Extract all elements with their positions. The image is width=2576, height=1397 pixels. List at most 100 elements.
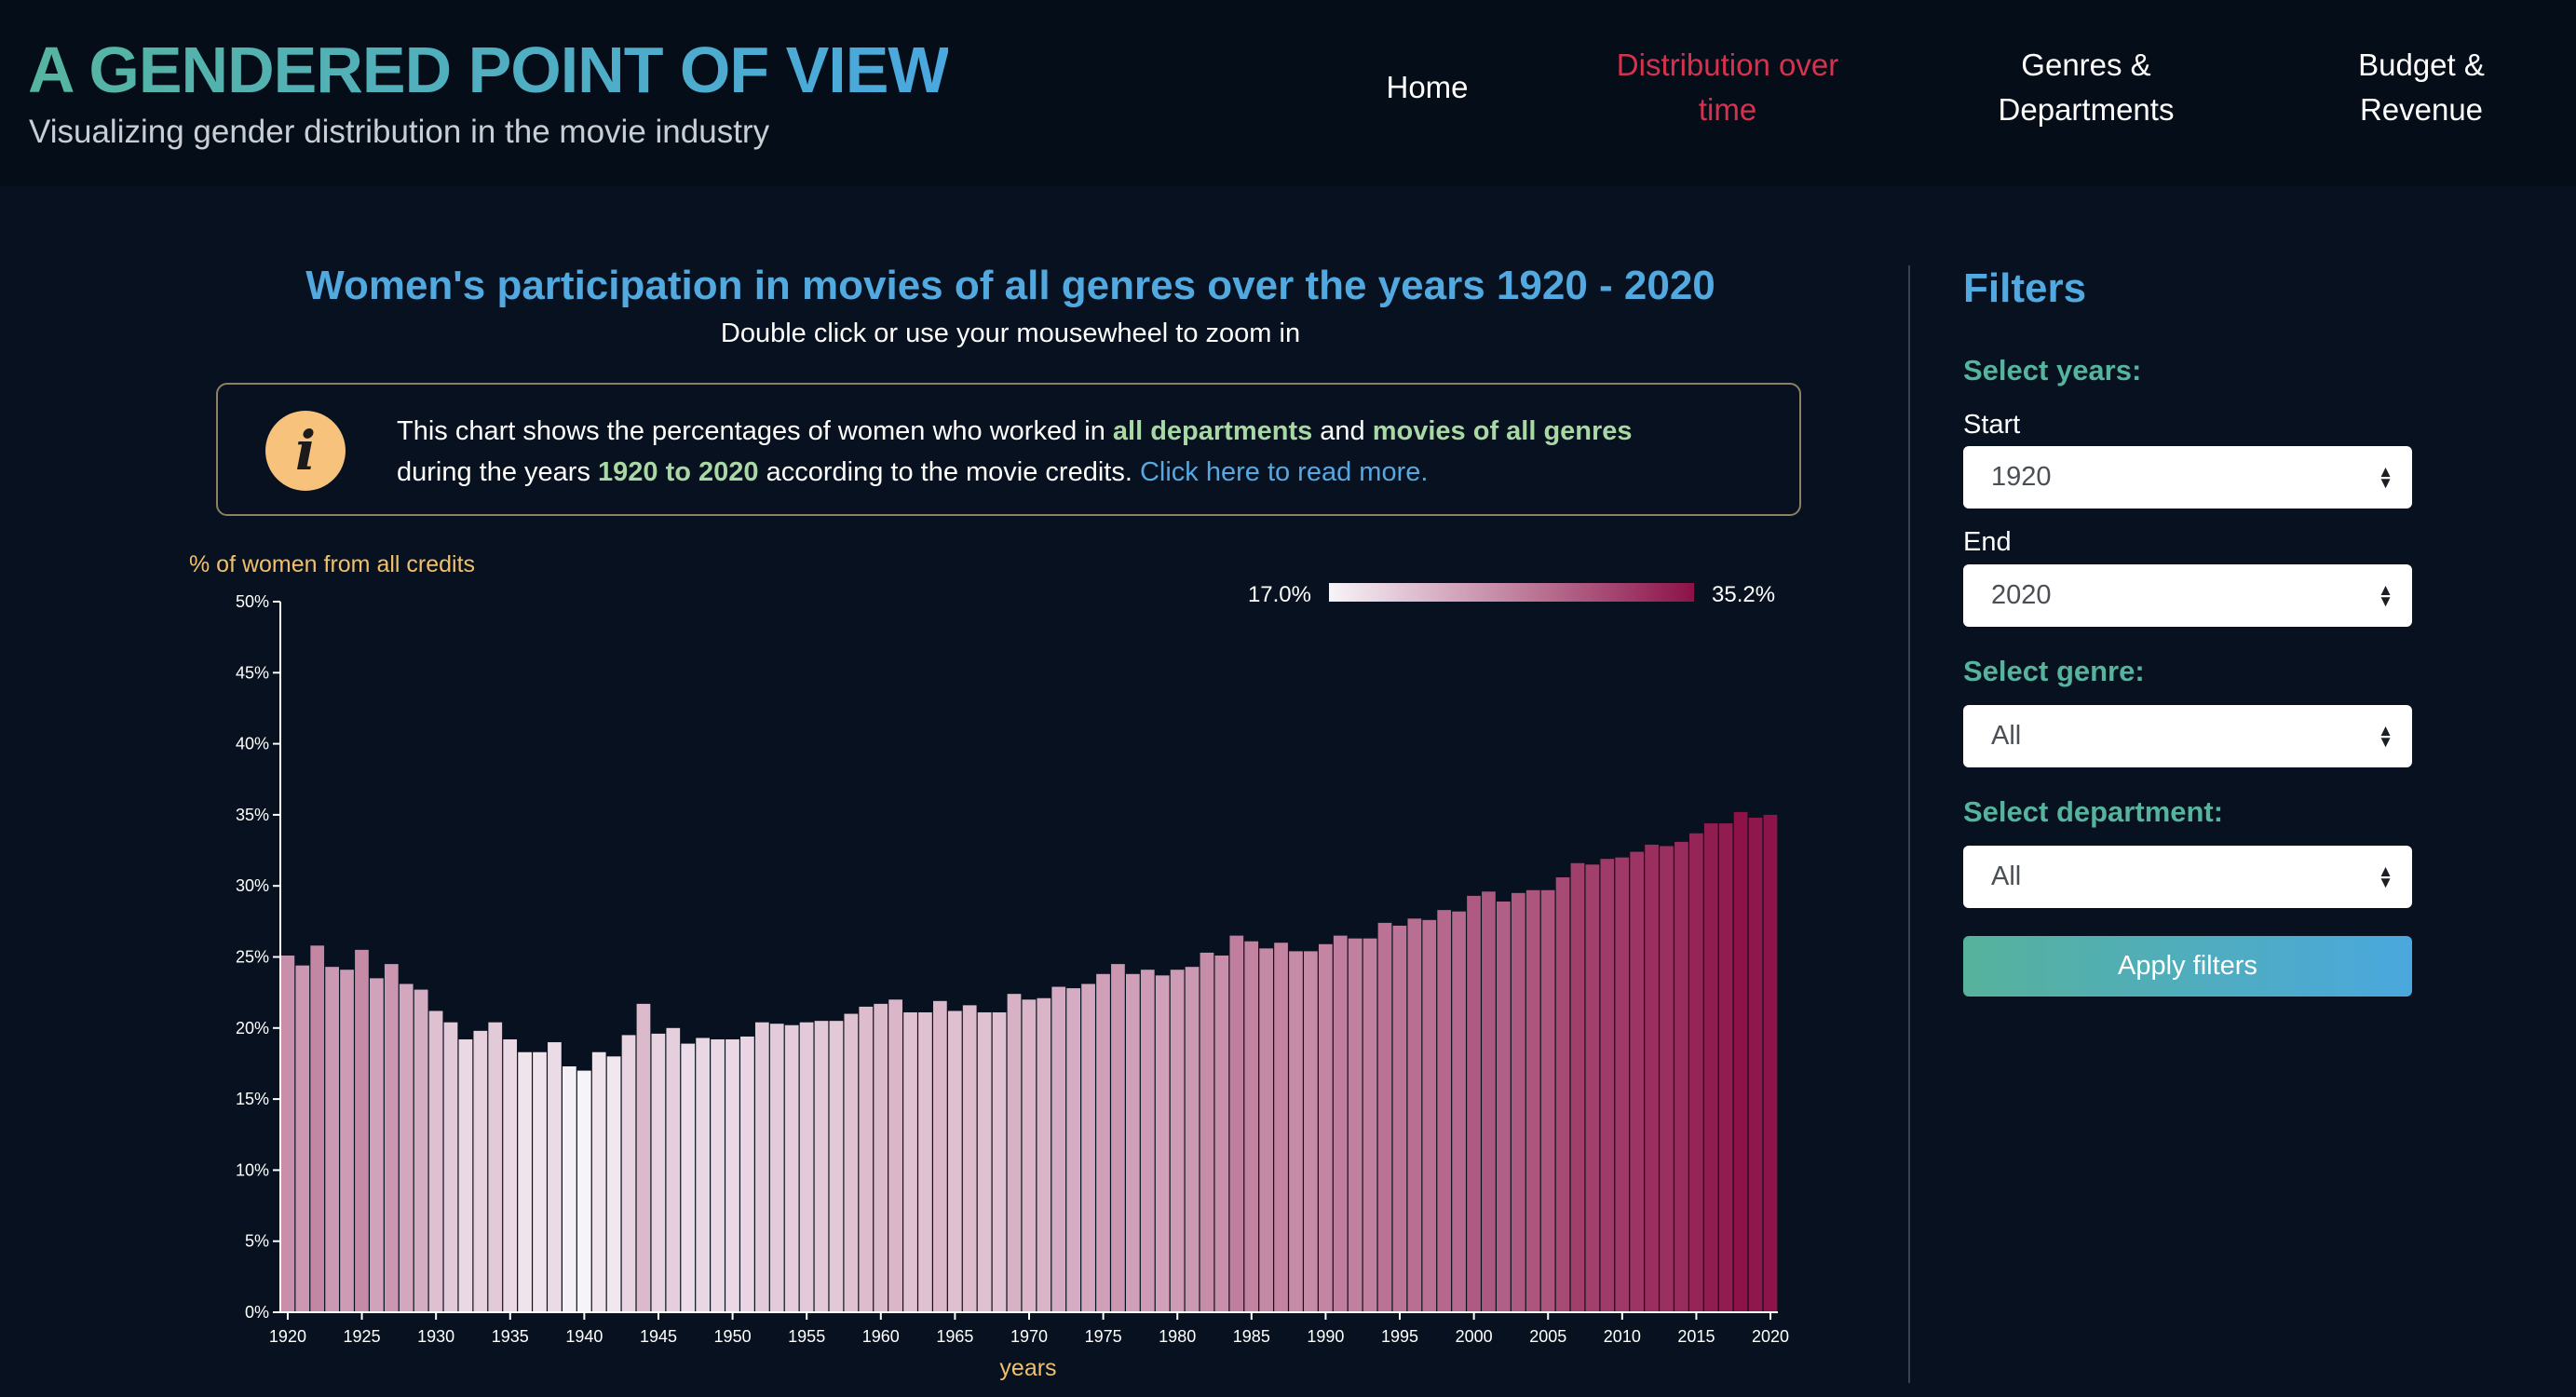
x-tick-label: 2000	[1456, 1327, 1493, 1346]
bar-1947	[681, 1043, 696, 1312]
header: A GENDERED POINT OF VIEW Visualizing gen…	[0, 0, 2576, 186]
bar-1995	[1392, 925, 1407, 1312]
bar-1959	[859, 1006, 874, 1312]
bar-1940	[576, 1070, 591, 1312]
y-tick-label: 40%	[236, 735, 269, 753]
bar-2014	[1674, 841, 1688, 1312]
bar-1939	[563, 1066, 576, 1312]
bar-1924	[340, 970, 354, 1312]
x-axis-title: years	[999, 1355, 1056, 1381]
nav-home[interactable]: Home	[1386, 70, 1469, 104]
bar-1948	[696, 1038, 710, 1312]
bar-1997	[1422, 919, 1437, 1312]
info-box: i This chart shows the percentages of wo…	[216, 383, 1801, 516]
y-tick-label: 45%	[236, 663, 269, 682]
filters-title: Filters	[1963, 265, 2087, 311]
y-axis: 0% 5% 10% 15% 20% 25% 30% 35% 40% 45% 50%	[236, 592, 281, 1322]
bar-1962	[903, 1012, 917, 1312]
nav-budget-revenue[interactable]: Budget & Revenue	[2358, 47, 2485, 127]
bar-1954	[784, 1024, 799, 1312]
y-tick-label: 0%	[245, 1303, 269, 1322]
bar-1969	[1007, 994, 1022, 1312]
x-tick-label: 1980	[1159, 1327, 1196, 1346]
y-tick-label: 20%	[236, 1019, 269, 1038]
color-legend-bar	[1329, 583, 1694, 602]
site-title: A GENDERED POINT OF VIEW	[28, 28, 949, 112]
bar-1976	[1111, 964, 1125, 1312]
bar-1955	[799, 1022, 814, 1312]
start-year-select[interactable]: 1920 ▲ ▼	[1963, 446, 2412, 509]
bar-2019	[1748, 817, 1763, 1312]
end-year-select[interactable]: 2020 ▲ ▼	[1963, 564, 2412, 627]
bar-2001	[1482, 891, 1496, 1312]
bar-1937	[533, 1051, 547, 1312]
read-more-link[interactable]: Click here to read more.	[1139, 457, 1429, 487]
nav-genres-departments[interactable]: Genres & Departments	[1998, 47, 2175, 127]
bar-1933	[473, 1030, 488, 1312]
apply-filters-button[interactable]: Apply filters	[1963, 936, 2412, 997]
x-tick-label: 1985	[1233, 1327, 1270, 1346]
bar-1952	[754, 1022, 769, 1312]
bar-1983	[1214, 955, 1229, 1312]
site-subtitle: Visualizing gender distribution in the m…	[29, 114, 770, 150]
x-tick-label: 2015	[1677, 1327, 1715, 1346]
bar-1980	[1170, 970, 1185, 1312]
y-axis-title: % of women from all credits	[189, 551, 475, 577]
genre-select[interactable]: All ▲ ▼	[1963, 705, 2412, 767]
bar-1931	[443, 1022, 458, 1312]
bar-1925	[355, 949, 369, 1312]
bar-1979	[1155, 975, 1170, 1312]
info-highlight-years: 1920 to 2020	[598, 457, 759, 487]
y-tick-label: 25%	[236, 948, 269, 967]
bar-1968	[992, 1012, 1007, 1312]
bar-2013	[1660, 846, 1674, 1312]
x-tick-label: 1925	[344, 1327, 381, 1346]
department-value: All	[1991, 861, 2022, 891]
bar-1922	[310, 945, 325, 1312]
x-tick-label: 2005	[1529, 1327, 1566, 1346]
bar-1941	[591, 1051, 606, 1312]
bar-2004	[1525, 889, 1540, 1312]
bar-1961	[888, 999, 902, 1312]
x-tick-label: 1955	[788, 1327, 825, 1346]
legend-max-label: 35.2%	[1712, 582, 1775, 607]
bar-1949	[711, 1039, 725, 1312]
y-tick-label: 10%	[236, 1160, 269, 1179]
bar-1960	[874, 1003, 888, 1312]
bar-1981	[1185, 967, 1200, 1312]
x-axis: 1920 1925 1930 1935 1940 1945 1950 1955 1960 1965…	[269, 1311, 1789, 1346]
select-caret-icon: ▲ ▼	[2378, 861, 2393, 891]
department-select[interactable]: All ▲ ▼	[1963, 846, 2412, 908]
bar-2016	[1703, 823, 1718, 1312]
bar-2008	[1585, 864, 1600, 1312]
bar-2011	[1630, 851, 1645, 1312]
bar-1956	[814, 1021, 829, 1312]
bar-1936	[518, 1051, 532, 1312]
bar-1938	[548, 1042, 562, 1312]
x-tick-label: 1945	[640, 1327, 677, 1346]
bar-1963	[918, 1012, 932, 1312]
bar-1987	[1274, 943, 1288, 1312]
x-tick-label: 1950	[714, 1327, 752, 1346]
bar-2006	[1555, 877, 1570, 1312]
end-year-value: 2020	[1991, 580, 2052, 610]
x-tick-label: 1970	[1010, 1327, 1048, 1346]
bar-1942	[606, 1056, 621, 1312]
bar-1988	[1289, 951, 1303, 1312]
start-year-value: 1920	[1991, 462, 2052, 492]
nav-distribution-over-time[interactable]: Distribution over time	[1616, 47, 1839, 127]
bar-2009	[1600, 859, 1615, 1312]
info-highlight-departments: all departments	[1112, 416, 1313, 446]
y-tick-label: 30%	[236, 876, 269, 895]
bar-2012	[1645, 844, 1659, 1312]
bar-1996	[1407, 918, 1422, 1312]
bar-1953	[769, 1024, 784, 1312]
bar-1989	[1304, 951, 1318, 1312]
bar-1951	[740, 1036, 754, 1312]
bar-1974	[1081, 983, 1095, 1312]
bar-1943	[621, 1035, 636, 1312]
select-caret-icon: ▲ ▼	[2378, 462, 2393, 492]
bar-1923	[325, 967, 339, 1312]
genre-value: All	[1991, 721, 2022, 751]
